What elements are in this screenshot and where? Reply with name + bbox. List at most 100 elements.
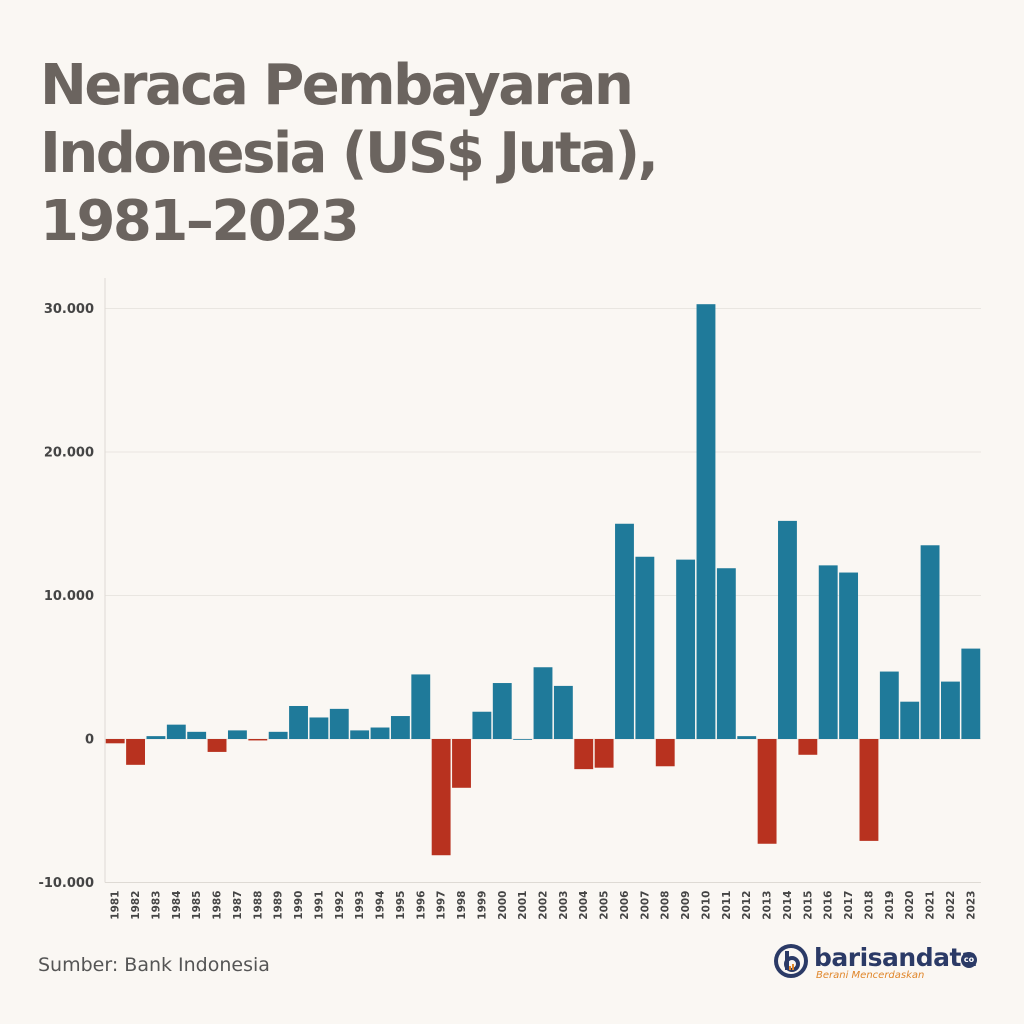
x-tick-label: 1981 bbox=[110, 891, 122, 920]
bar-2007 bbox=[635, 556, 655, 739]
bar-2006 bbox=[615, 523, 634, 739]
bar-2005 bbox=[594, 739, 614, 768]
bar-1994 bbox=[370, 727, 390, 739]
bar-2004 bbox=[574, 739, 594, 770]
bar-1987 bbox=[227, 730, 247, 739]
y-tick-label: 0 bbox=[85, 733, 94, 748]
x-tick-label: 2019 bbox=[884, 891, 896, 920]
bar-2011 bbox=[716, 568, 736, 739]
x-tick-label: 2005 bbox=[599, 891, 611, 920]
bar-2019 bbox=[879, 671, 899, 739]
x-tick-label: 2012 bbox=[741, 891, 753, 920]
bar-2000 bbox=[492, 683, 512, 739]
x-tick-label: 1994 bbox=[375, 891, 387, 920]
bar-2012 bbox=[737, 736, 757, 739]
x-tick-label: 2018 bbox=[863, 891, 875, 920]
x-tick-label: 1992 bbox=[334, 891, 346, 920]
bar-1989 bbox=[268, 731, 288, 739]
x-tick-label: 1996 bbox=[415, 891, 427, 920]
bar-1988 bbox=[248, 739, 268, 741]
bar-1995 bbox=[390, 716, 410, 739]
bar-1992 bbox=[329, 708, 349, 739]
x-tick-label: 2008 bbox=[660, 891, 672, 920]
x-tick-label: 2010 bbox=[700, 891, 712, 920]
bar-2008 bbox=[655, 739, 675, 767]
bar-2017 bbox=[839, 572, 859, 739]
bar-2020 bbox=[900, 701, 920, 739]
x-tick-label: 1989 bbox=[273, 891, 285, 920]
bars bbox=[105, 304, 981, 856]
x-tick-label: 1987 bbox=[232, 891, 244, 920]
x-tick-label: 1983 bbox=[150, 891, 162, 920]
x-tick-label: 2002 bbox=[538, 891, 550, 920]
bar-2018 bbox=[859, 739, 879, 841]
bar-1996 bbox=[411, 674, 431, 739]
x-tick-label: 2009 bbox=[680, 891, 692, 920]
x-tick-label: 1990 bbox=[293, 891, 305, 920]
chart-title: Neraca Pembayaran Indonesia (US$ Juta), … bbox=[40, 53, 659, 254]
bar-2023 bbox=[961, 648, 981, 739]
x-tick-label: 2020 bbox=[904, 891, 916, 920]
x-tick-label: 2021 bbox=[925, 891, 937, 920]
bar-1986 bbox=[207, 739, 227, 752]
bar-2003 bbox=[553, 685, 573, 739]
x-tick-label: 1986 bbox=[212, 891, 224, 920]
x-tick-label: 2004 bbox=[578, 891, 590, 920]
bar-2015 bbox=[798, 739, 818, 755]
bar-1999 bbox=[472, 711, 492, 739]
x-tick-label: 2003 bbox=[558, 891, 570, 920]
bar-1984 bbox=[166, 724, 186, 739]
x-tick-label: 2000 bbox=[497, 891, 509, 920]
x-tick-label: 2016 bbox=[823, 891, 835, 920]
x-tick-label: 1997 bbox=[436, 891, 448, 920]
y-tick-label: -10.000 bbox=[38, 876, 94, 891]
x-tick-label: 1998 bbox=[456, 891, 468, 920]
x-tick-label: 1984 bbox=[171, 891, 183, 920]
bar-1998 bbox=[452, 739, 471, 788]
y-tick-label: 10.000 bbox=[44, 589, 94, 604]
bar-1997 bbox=[431, 739, 451, 856]
brand-co-badge: co bbox=[961, 952, 977, 968]
bar-2016 bbox=[818, 565, 838, 739]
brand-name: barisandata bbox=[814, 943, 978, 972]
y-tick-label: 20.000 bbox=[44, 446, 94, 461]
x-tick-label: 1982 bbox=[130, 891, 142, 920]
x-tick-label: 2007 bbox=[639, 891, 651, 920]
x-tick-label: 2023 bbox=[965, 891, 977, 920]
bar-1985 bbox=[187, 731, 207, 739]
x-tick-label: 1985 bbox=[191, 891, 203, 920]
x-tick-label: 2015 bbox=[802, 891, 814, 920]
y-tick-label: 30.000 bbox=[44, 302, 94, 317]
brand-tagline: Berani Mencerdaskan bbox=[816, 970, 925, 981]
x-tick-label: 2017 bbox=[843, 891, 855, 920]
source-note: Sumber: Bank Indonesia bbox=[38, 954, 270, 976]
bar-1990 bbox=[289, 705, 308, 739]
x-tick-label: 2011 bbox=[721, 891, 733, 920]
bar-2013 bbox=[757, 739, 777, 844]
bar-1983 bbox=[146, 736, 166, 739]
bar-2022 bbox=[941, 681, 960, 739]
x-tick-label: 1991 bbox=[313, 891, 325, 920]
bar-1993 bbox=[350, 730, 370, 739]
x-tick-label: 2006 bbox=[619, 891, 631, 920]
x-tick-label: 2013 bbox=[762, 891, 774, 920]
bar-1981 bbox=[105, 739, 125, 744]
bar-1982 bbox=[126, 739, 145, 765]
x-tick-label: 2001 bbox=[517, 891, 529, 920]
bar-2002 bbox=[533, 667, 553, 739]
x-tick-label: 2022 bbox=[945, 891, 957, 920]
bar-2014 bbox=[778, 520, 797, 739]
brand-logo-icon bbox=[774, 944, 808, 978]
bar-2009 bbox=[676, 559, 696, 739]
bar-2021 bbox=[920, 545, 940, 739]
x-tick-label: 2014 bbox=[782, 891, 794, 920]
x-axis: 1981 1982 1983 1984 1985 1986 1987 1988 1989 1990… bbox=[110, 891, 978, 920]
x-tick-label: 1988 bbox=[252, 891, 264, 920]
bar-1991 bbox=[309, 717, 329, 739]
y-axis: 30.000 20.000 10.000 0 -10.000 bbox=[38, 302, 94, 891]
bar-2001 bbox=[513, 739, 533, 740]
x-tick-label: 1999 bbox=[476, 891, 488, 920]
x-tick-label: 1995 bbox=[395, 891, 407, 920]
bar-2010 bbox=[696, 304, 716, 739]
